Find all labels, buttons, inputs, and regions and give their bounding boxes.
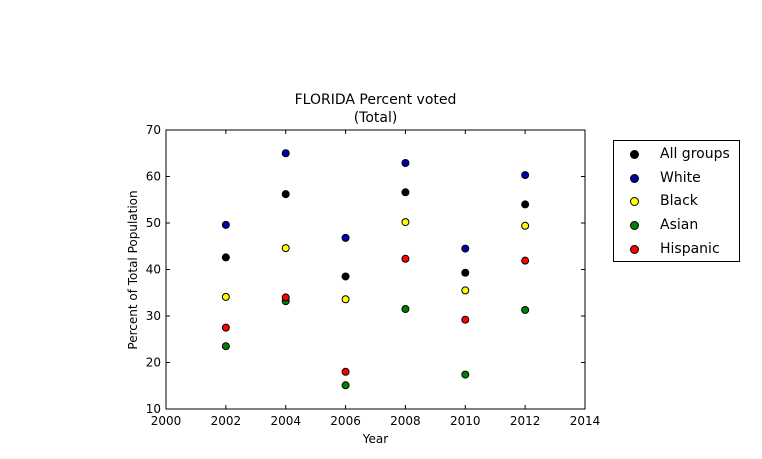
x-tick-label: 2000	[151, 414, 182, 428]
y-axis-label: Percent of Total Population	[126, 190, 140, 350]
legend-label: White	[660, 170, 701, 186]
data-point	[461, 315, 470, 324]
legend-label: All groups	[660, 146, 730, 162]
data-point	[281, 149, 290, 158]
axis-ticks: 2000 2002 2004 2006 2008 2010 2012 2014 10 20 30 40…	[146, 123, 601, 428]
legend-marker	[630, 150, 639, 159]
data-point	[221, 342, 230, 351]
data-point	[461, 244, 470, 253]
data-point	[401, 305, 410, 314]
data-point	[281, 293, 290, 302]
data-point	[341, 233, 350, 242]
y-tick-label: 30	[146, 309, 161, 323]
data-point	[401, 218, 410, 227]
data-point	[401, 159, 410, 168]
data-point	[281, 190, 290, 199]
data-point	[461, 286, 470, 295]
plot-area	[165, 129, 586, 410]
data-point	[341, 367, 350, 376]
y-tick-label: 70	[146, 123, 161, 137]
x-tick-label: 2004	[270, 414, 301, 428]
chart-title: FLORIDA Percent voted	[294, 92, 457, 108]
legend-entry: Black	[614, 191, 739, 211]
legend-entry: All groups	[614, 144, 739, 164]
legend-marker	[630, 245, 639, 254]
x-tick-label: 2014	[570, 414, 601, 428]
data-point	[521, 305, 530, 314]
y-tick-label: 50	[146, 216, 161, 230]
data-point	[221, 323, 230, 332]
data-point	[341, 272, 350, 281]
y-tick-label: 40	[146, 263, 161, 277]
data-point	[461, 370, 470, 379]
data-point	[341, 295, 350, 304]
x-tick-label: 2012	[510, 414, 541, 428]
data-point	[341, 381, 350, 390]
data-point	[221, 253, 230, 262]
data-point	[461, 268, 470, 277]
legend-label: Hispanic	[660, 241, 720, 257]
x-axis-label: Year	[362, 432, 389, 446]
data-point	[281, 244, 290, 253]
x-tick-label: 2006	[330, 414, 361, 428]
y-tick-label: 10	[146, 402, 161, 416]
legend-entry: Asian	[614, 215, 739, 235]
y-tick-label: 60	[146, 170, 161, 184]
data-point	[521, 171, 530, 180]
data-point	[521, 200, 530, 209]
legend-entry: White	[614, 168, 739, 188]
x-tick-label: 2002	[211, 414, 242, 428]
data-point	[221, 220, 230, 229]
x-tick-label: 2010	[450, 414, 481, 428]
chart-subtitle: (Total)	[353, 110, 398, 126]
data-point	[401, 188, 410, 197]
data-points	[221, 149, 530, 390]
legend-label: Asian	[660, 217, 699, 233]
legend-marker	[630, 197, 639, 206]
data-point	[401, 254, 410, 263]
legend: All groups White Black Asian Hispanic	[613, 140, 740, 262]
data-point	[521, 221, 530, 230]
x-tick-label: 2008	[390, 414, 421, 428]
y-tick-label: 20	[146, 356, 161, 370]
legend-marker	[630, 174, 639, 183]
data-point	[521, 256, 530, 265]
legend-label: Black	[660, 193, 698, 209]
data-point	[221, 292, 230, 301]
legend-marker	[630, 221, 639, 230]
legend-entry: Hispanic	[614, 239, 739, 259]
